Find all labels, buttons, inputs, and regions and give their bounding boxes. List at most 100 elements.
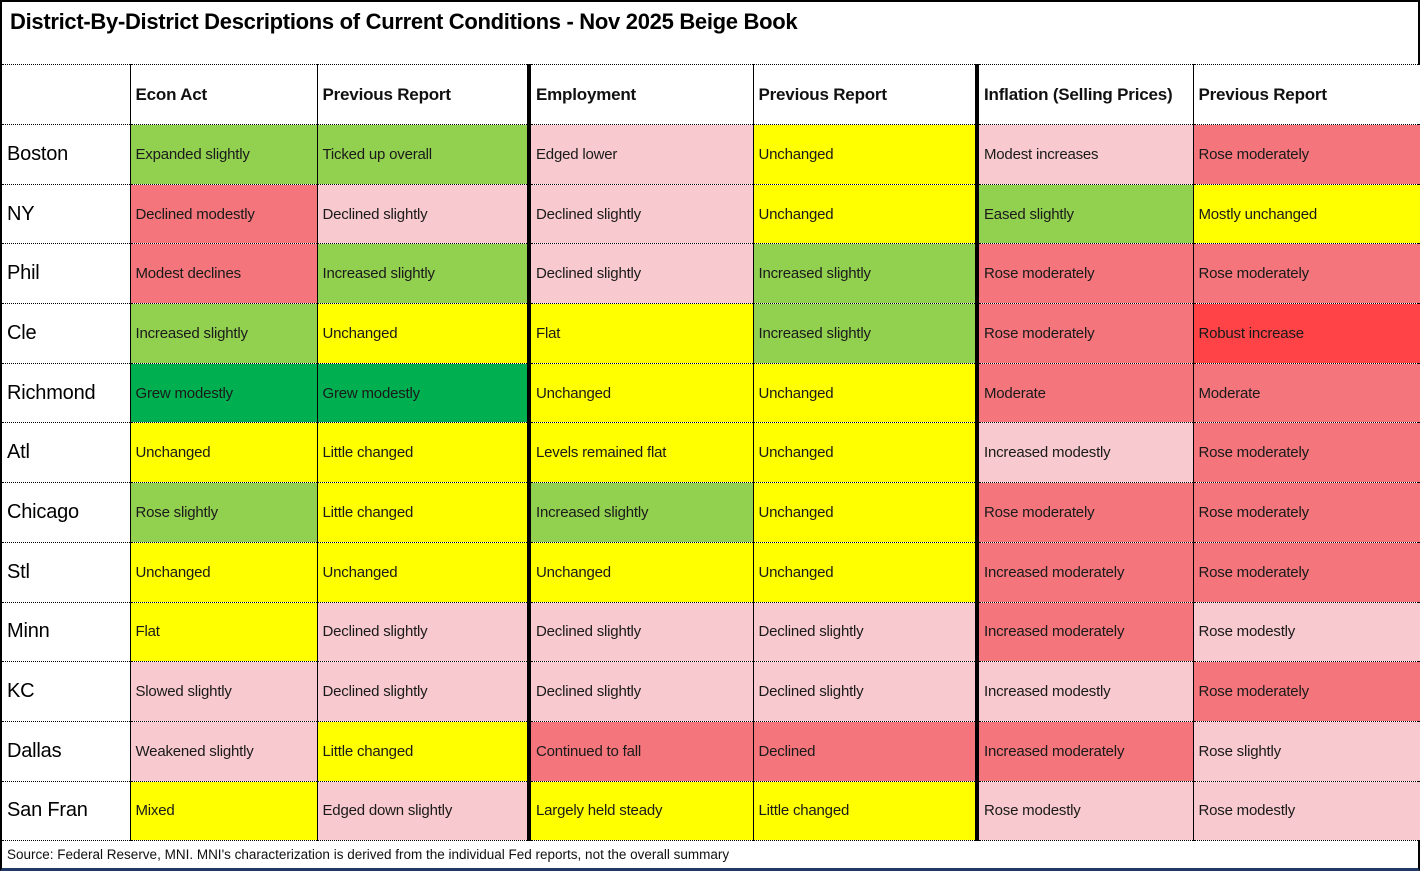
table-row-san-fran: San Fran Mixed Edged down slightly Largely … bbox=[2, 781, 1420, 841]
cell-employment-previous: Unchanged bbox=[753, 124, 979, 185]
district-label: Phil bbox=[2, 243, 131, 304]
cell-econ-act-previous: Unchanged bbox=[317, 303, 531, 364]
cell-employment: Continued to fall bbox=[529, 721, 754, 782]
cell-econ-act: Mixed bbox=[130, 781, 318, 841]
cell-employment: Edged lower bbox=[529, 124, 754, 185]
cell-inflation-previous: Rose moderately bbox=[1193, 661, 1420, 722]
source-note: Source: Federal Reserve, MNI. MNI's char… bbox=[2, 841, 1418, 868]
cell-employment: Declined slightly bbox=[529, 661, 754, 722]
table-row-kc: KC Slowed slightly Declined slightly Declin… bbox=[2, 661, 1420, 722]
district-label: San Fran bbox=[2, 781, 131, 841]
cell-employment-previous: Declined bbox=[753, 721, 979, 782]
table-row-atl: Atl Unchanged Little changed Levels remaine… bbox=[2, 422, 1420, 483]
cell-econ-act: Increased slightly bbox=[130, 303, 318, 364]
cell-employment: Increased slightly bbox=[529, 482, 754, 543]
cell-inflation: Increased moderately bbox=[977, 721, 1194, 782]
cell-inflation-previous: Robust increase bbox=[1193, 303, 1420, 364]
cell-employment-previous: Increased slightly bbox=[753, 243, 979, 304]
cell-inflation: Eased slightly bbox=[977, 184, 1194, 244]
district-label: KC bbox=[2, 661, 131, 722]
district-label: Cle bbox=[2, 303, 131, 364]
cell-employment-previous: Unchanged bbox=[753, 482, 979, 543]
district-label: Boston bbox=[2, 124, 131, 185]
district-label: Richmond bbox=[2, 363, 131, 423]
column-header-inflation-previous: Previous Report bbox=[1193, 64, 1420, 125]
cell-employment-previous: Increased slightly bbox=[753, 303, 979, 364]
district-label: Atl bbox=[2, 422, 131, 483]
cell-econ-act-previous: Little changed bbox=[317, 482, 531, 543]
cell-econ-act: Expanded slightly bbox=[130, 124, 318, 185]
cell-employment: Unchanged bbox=[529, 363, 754, 423]
cell-employment-previous: Unchanged bbox=[753, 422, 979, 483]
grid-header: Econ Act Previous Report Employment Previou… bbox=[2, 64, 1420, 125]
cell-employment: Levels remained flat bbox=[529, 422, 754, 483]
cell-econ-act-previous: Little changed bbox=[317, 721, 531, 782]
cell-employment: Largely held steady bbox=[529, 781, 754, 841]
district-label: NY bbox=[2, 184, 131, 244]
district-label: Minn bbox=[2, 602, 131, 662]
cell-econ-act: Modest declines bbox=[130, 243, 318, 304]
cell-econ-act: Flat bbox=[130, 602, 318, 662]
cell-econ-act-previous: Declined slightly bbox=[317, 661, 531, 722]
column-header-employment-previous: Previous Report bbox=[753, 64, 979, 125]
cell-inflation-previous: Rose slightly bbox=[1193, 721, 1420, 782]
cell-econ-act: Unchanged bbox=[130, 542, 318, 602]
cell-employment-previous: Declined slightly bbox=[753, 661, 979, 722]
table-row-dallas: Dallas Weakened slightly Little changed Con… bbox=[2, 721, 1420, 782]
header-row: Econ Act Previous Report Employment Previou… bbox=[2, 64, 1420, 125]
cell-inflation-previous: Mostly unchanged bbox=[1193, 184, 1420, 244]
cell-inflation-previous: Rose moderately bbox=[1193, 542, 1420, 602]
cell-econ-act-previous: Increased slightly bbox=[317, 243, 531, 304]
cell-econ-act: Weakened slightly bbox=[130, 721, 318, 782]
cell-inflation: Rose moderately bbox=[977, 482, 1194, 543]
cell-inflation: Rose moderately bbox=[977, 243, 1194, 304]
column-header-inflation: Inflation (Selling Prices) bbox=[977, 64, 1194, 125]
cell-econ-act: Grew modestly bbox=[130, 363, 318, 423]
district-label: Dallas bbox=[2, 721, 131, 782]
cell-inflation: Increased moderately bbox=[977, 602, 1194, 662]
cell-econ-act-previous: Edged down slightly bbox=[317, 781, 531, 841]
cell-econ-act-previous: Declined slightly bbox=[317, 602, 531, 662]
cell-inflation: Increased modestly bbox=[977, 422, 1194, 483]
table-row-cle: Cle Increased slightly Unchanged Flat Increa… bbox=[2, 303, 1420, 364]
district-label: Chicago bbox=[2, 482, 131, 543]
table-row-stl: Stl Unchanged Unchanged Unchanged Unchanged I… bbox=[2, 542, 1420, 602]
table-row-ny: NY Declined modestly Declined slightly Decl… bbox=[2, 184, 1420, 244]
cell-employment: Declined slightly bbox=[529, 602, 754, 662]
cell-econ-act-previous: Declined slightly bbox=[317, 184, 531, 244]
cell-econ-act: Rose slightly bbox=[130, 482, 318, 543]
table-row-phil: Phil Modest declines Increased slightly Dec… bbox=[2, 243, 1420, 304]
cell-employment-previous: Little changed bbox=[753, 781, 979, 841]
cell-econ-act-previous: Ticked up overall bbox=[317, 124, 531, 185]
cell-inflation-previous: Rose moderately bbox=[1193, 482, 1420, 543]
cell-inflation-previous: Rose moderately bbox=[1193, 124, 1420, 185]
cell-inflation: Rose modestly bbox=[977, 781, 1194, 841]
cell-inflation: Increased moderately bbox=[977, 542, 1194, 602]
table-row-boston: Boston Expanded slightly Ticked up overall… bbox=[2, 124, 1420, 185]
cell-employment: Flat bbox=[529, 303, 754, 364]
cell-employment-previous: Unchanged bbox=[753, 542, 979, 602]
cell-inflation-previous: Rose modestly bbox=[1193, 781, 1420, 841]
cell-econ-act-previous: Grew modestly bbox=[317, 363, 531, 423]
cell-econ-act-previous: Unchanged bbox=[317, 542, 531, 602]
conditions-grid: Econ Act Previous Report Employment Previou… bbox=[2, 64, 1420, 841]
page-title: District-By-District Descriptions of Cur… bbox=[10, 9, 798, 34]
column-header-econ-act-previous: Previous Report bbox=[317, 64, 531, 125]
grid-body: Boston Expanded slightly Ticked up overall… bbox=[2, 124, 1420, 841]
cell-econ-act: Declined modestly bbox=[130, 184, 318, 244]
cell-inflation-previous: Rose moderately bbox=[1193, 243, 1420, 304]
table-row-richmond: Richmond Grew modestly Grew modestly Unchan… bbox=[2, 363, 1420, 423]
cell-employment-previous: Unchanged bbox=[753, 363, 979, 423]
table-row-minn: Minn Flat Declined slightly Declined slight… bbox=[2, 602, 1420, 662]
cell-employment: Declined slightly bbox=[529, 243, 754, 304]
cell-inflation: Modest increases bbox=[977, 124, 1194, 185]
cell-employment: Unchanged bbox=[529, 542, 754, 602]
cell-inflation: Rose moderately bbox=[977, 303, 1194, 364]
cell-inflation: Moderate bbox=[977, 363, 1194, 423]
district-label: Stl bbox=[2, 542, 131, 602]
cell-econ-act-previous: Little changed bbox=[317, 422, 531, 483]
cell-employment-previous: Declined slightly bbox=[753, 602, 979, 662]
cell-inflation-previous: Rose modestly bbox=[1193, 602, 1420, 662]
cell-econ-act: Slowed slightly bbox=[130, 661, 318, 722]
